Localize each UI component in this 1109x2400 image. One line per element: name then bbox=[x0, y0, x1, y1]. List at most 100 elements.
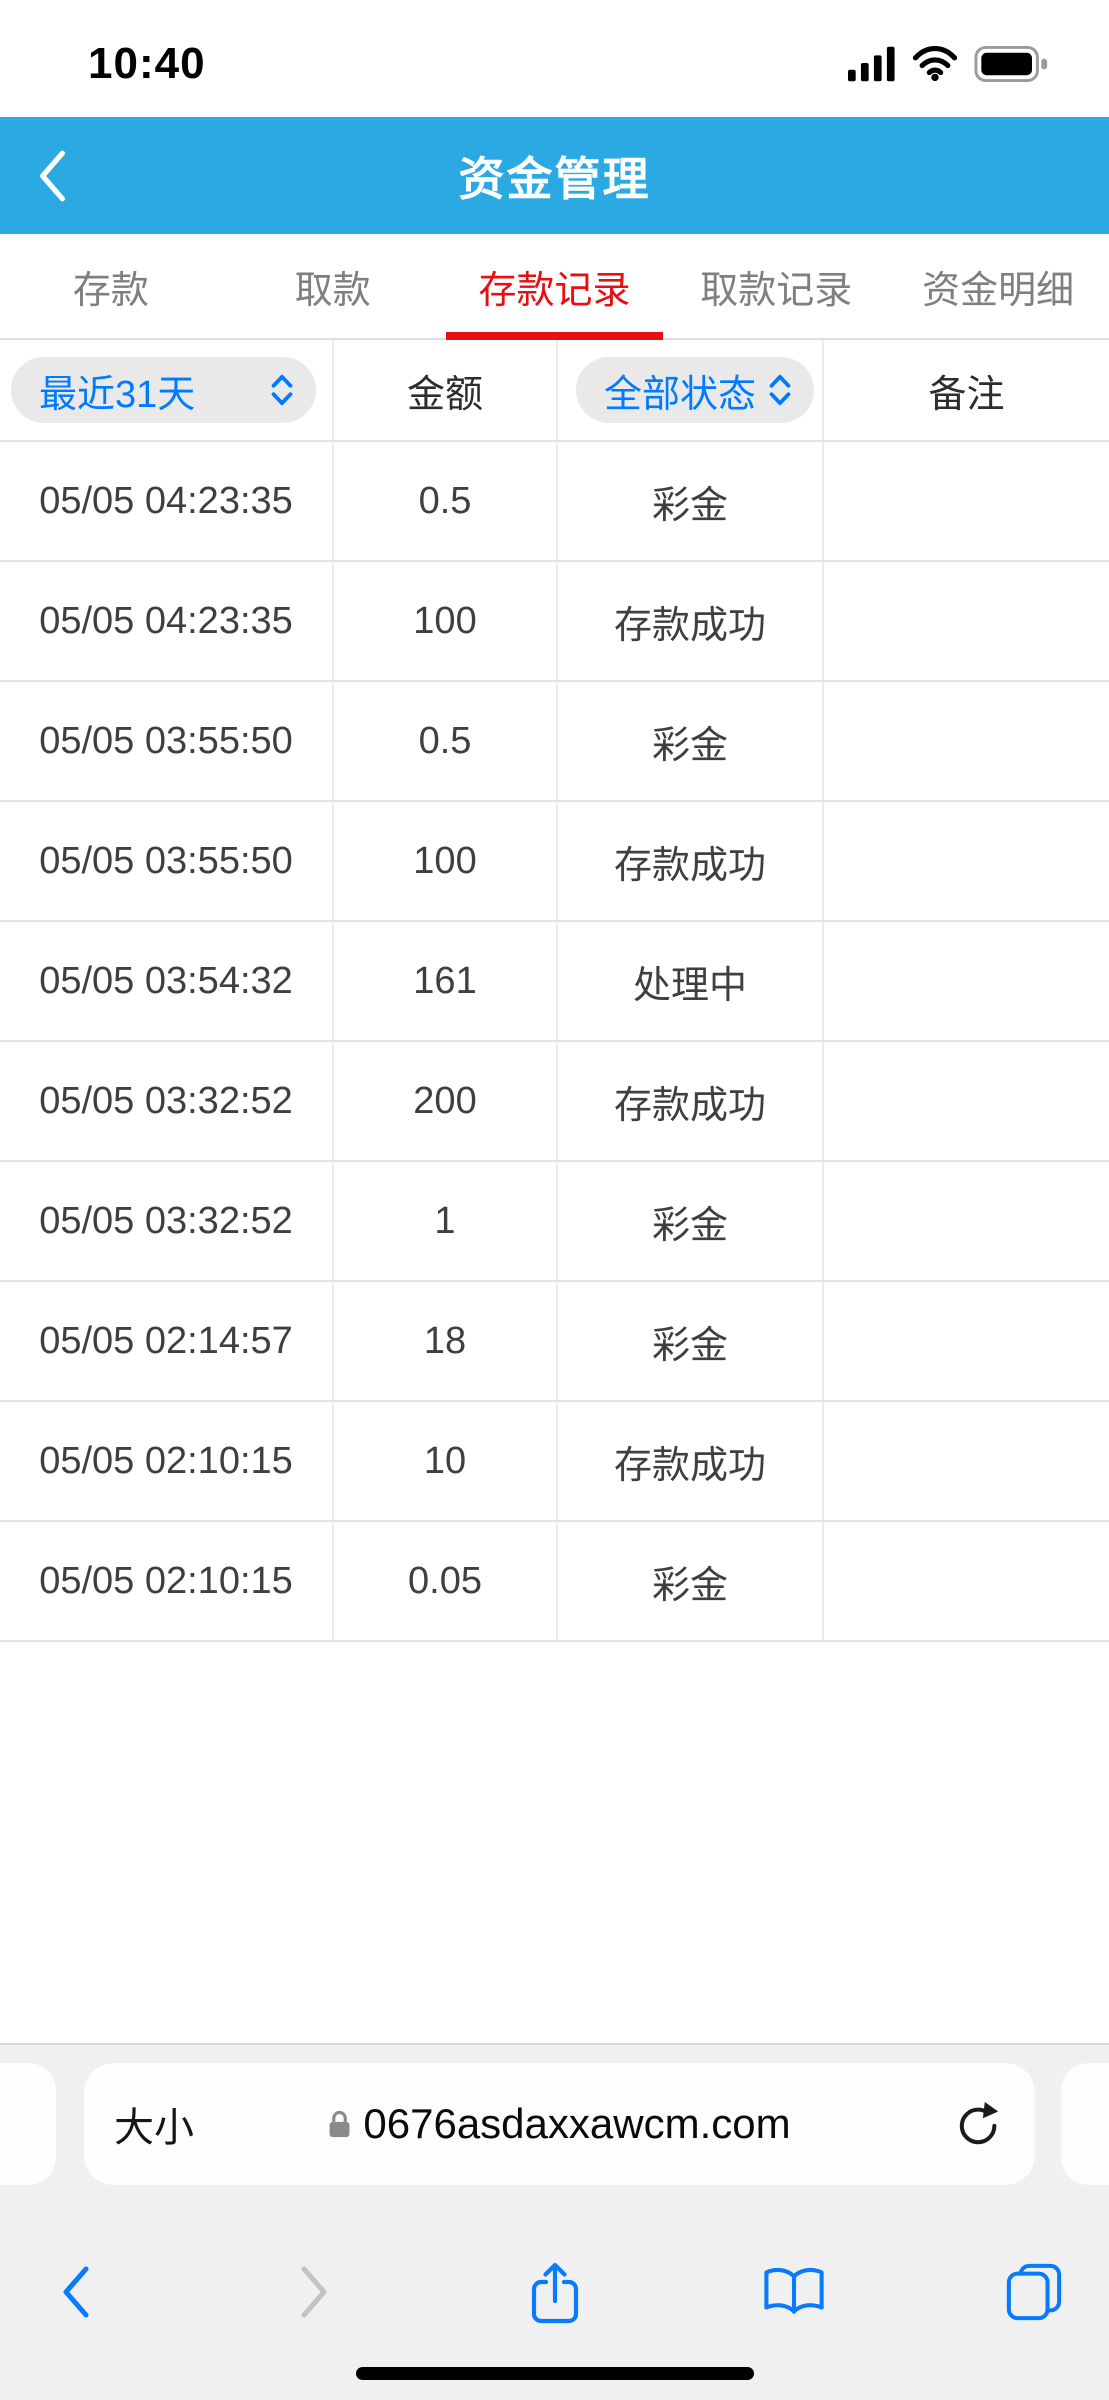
cell-time: 05/05 02:10:15 bbox=[0, 1522, 334, 1640]
cell-status: 存款成功 bbox=[558, 1042, 824, 1160]
tab-label: 资金明细 bbox=[922, 269, 1075, 312]
reload-button[interactable] bbox=[957, 2063, 1003, 2185]
table-row: 05/05 03:54:32 161 处理中 bbox=[0, 922, 1109, 1042]
status-select[interactable]: 全部状态 bbox=[576, 357, 814, 423]
cell-time: 05/05 02:14:57 bbox=[0, 1282, 334, 1400]
date-range-value: 最近31天 bbox=[39, 373, 196, 416]
deposit-records-table: 05/05 04:23:35 0.5 彩金 05/05 04:23:35 100… bbox=[0, 442, 1109, 1642]
wifi-icon bbox=[912, 46, 958, 81]
filter-row: 最近31天 金额 全部状态 bbox=[0, 340, 1109, 442]
cell-status: 存款成功 bbox=[558, 1402, 824, 1520]
cell-remark bbox=[824, 1522, 1109, 1640]
safari-toolbar bbox=[0, 2262, 1109, 2324]
tab-label: 存款记录 bbox=[478, 269, 631, 312]
cell-remark bbox=[824, 1402, 1109, 1520]
address-bar[interactable]: 大小 0676asdaxxawcm.com bbox=[84, 2063, 1035, 2185]
cell-status: 彩金 bbox=[558, 1522, 824, 1640]
column-header-remark: 备注 bbox=[928, 373, 1005, 416]
share-button[interactable] bbox=[527, 2262, 583, 2324]
tab-withdraw[interactable]: 取款 bbox=[222, 234, 444, 338]
cell-time: 05/05 03:32:52 bbox=[0, 1042, 334, 1160]
share-icon bbox=[527, 2259, 583, 2325]
cell-remark bbox=[824, 802, 1109, 920]
cell-status: 处理中 bbox=[558, 922, 824, 1040]
cell-remark bbox=[824, 1162, 1109, 1280]
tab-deposit-records[interactable]: 存款记录 bbox=[444, 234, 666, 340]
table-row: 05/05 02:14:57 18 彩金 bbox=[0, 1282, 1109, 1402]
home-indicator[interactable] bbox=[355, 2367, 754, 2380]
table-row: 05/05 02:10:15 0.05 彩金 bbox=[0, 1522, 1109, 1642]
cell-time: 05/05 03:55:50 bbox=[0, 802, 334, 920]
tabs-button[interactable] bbox=[1005, 2262, 1063, 2322]
clock: 10:40 bbox=[88, 38, 206, 88]
browser-forward-button[interactable] bbox=[287, 2264, 343, 2320]
table-row: 05/05 03:32:52 1 彩金 bbox=[0, 1162, 1109, 1282]
tab-switcher-icon bbox=[1005, 2262, 1063, 2322]
cell-amount: 10 bbox=[334, 1402, 558, 1520]
tab-label: 取款 bbox=[294, 269, 371, 312]
previous-tab-edge[interactable] bbox=[0, 2063, 56, 2185]
cell-status: 彩金 bbox=[558, 442, 824, 560]
tab-withdraw-records[interactable]: 取款记录 bbox=[665, 234, 887, 338]
cell-remark bbox=[824, 1042, 1109, 1160]
chevron-up-down-icon bbox=[268, 372, 296, 408]
tab-label: 取款记录 bbox=[700, 269, 853, 312]
filter-cell-date: 最近31天 bbox=[0, 340, 334, 440]
page-title: 资金管理 bbox=[458, 152, 651, 205]
cell-time: 05/05 04:23:35 bbox=[0, 442, 334, 560]
cell-time: 05/05 03:32:52 bbox=[0, 1162, 334, 1280]
date-range-select[interactable]: 最近31天 bbox=[11, 357, 316, 423]
safari-bottom-bar: 大小 0676asdaxxawcm.com bbox=[0, 2043, 1109, 2400]
cell-amount: 18 bbox=[334, 1282, 558, 1400]
url-text: 0676asdaxxawcm.com bbox=[363, 2100, 791, 2147]
cell-remark bbox=[824, 562, 1109, 680]
next-tab-edge[interactable] bbox=[1061, 2063, 1109, 2185]
cell-status: 彩金 bbox=[558, 682, 824, 800]
open-book-icon bbox=[763, 2266, 825, 2318]
cell-remark bbox=[824, 922, 1109, 1040]
cell-amount: 161 bbox=[334, 922, 558, 1040]
url-display: 0676asdaxxawcm.com bbox=[84, 2063, 1035, 2185]
browser-back-button[interactable] bbox=[47, 2264, 103, 2320]
lock-icon bbox=[328, 2109, 351, 2139]
cell-remark bbox=[824, 1282, 1109, 1400]
table-row: 05/05 03:55:50 100 存款成功 bbox=[0, 802, 1109, 922]
text-size-button[interactable]: 大小 bbox=[114, 2106, 194, 2150]
cell-status: 彩金 bbox=[558, 1282, 824, 1400]
cell-status: 存款成功 bbox=[558, 562, 824, 680]
cell-status: 存款成功 bbox=[558, 802, 824, 920]
table-row: 05/05 03:32:52 200 存款成功 bbox=[0, 1042, 1109, 1162]
cell-amount: 0.5 bbox=[334, 682, 558, 800]
bookmarks-button[interactable] bbox=[763, 2264, 825, 2320]
cell-amount: 0.05 bbox=[334, 1522, 558, 1640]
filter-cell-status: 全部状态 bbox=[558, 340, 824, 440]
table-row: 05/05 02:10:15 10 存款成功 bbox=[0, 1402, 1109, 1522]
column-header-amount: 金额 bbox=[334, 340, 558, 440]
cell-remark bbox=[824, 442, 1109, 560]
chevron-left-icon bbox=[36, 149, 68, 203]
cell-amount: 200 bbox=[334, 1042, 558, 1160]
status-icons bbox=[848, 44, 1052, 84]
cell-amount: 1 bbox=[334, 1162, 558, 1280]
cellular-signal-icon bbox=[848, 46, 896, 82]
status-select-value: 全部状态 bbox=[604, 373, 757, 416]
cell-time: 05/05 03:54:32 bbox=[0, 922, 334, 1040]
app-header: 资金管理 bbox=[0, 117, 1109, 234]
chevron-up-down-icon bbox=[766, 372, 794, 408]
cell-amount: 100 bbox=[334, 802, 558, 920]
cell-time: 05/05 04:23:35 bbox=[0, 562, 334, 680]
cell-amount: 100 bbox=[334, 562, 558, 680]
back-button[interactable] bbox=[26, 117, 78, 234]
tab-label: 存款 bbox=[72, 269, 149, 312]
table-row: 05/05 04:23:35 100 存款成功 bbox=[0, 562, 1109, 682]
reload-icon bbox=[957, 2099, 1003, 2149]
battery-icon bbox=[974, 44, 1052, 84]
tab-funds-detail[interactable]: 资金明细 bbox=[887, 234, 1109, 338]
tab-deposit[interactable]: 存款 bbox=[0, 234, 222, 338]
cell-time: 05/05 03:55:50 bbox=[0, 682, 334, 800]
status-bar: 10:40 bbox=[0, 0, 1109, 117]
chevron-back-icon bbox=[58, 2264, 92, 2320]
cell-remark bbox=[824, 682, 1109, 800]
chevron-forward-icon bbox=[298, 2264, 332, 2320]
